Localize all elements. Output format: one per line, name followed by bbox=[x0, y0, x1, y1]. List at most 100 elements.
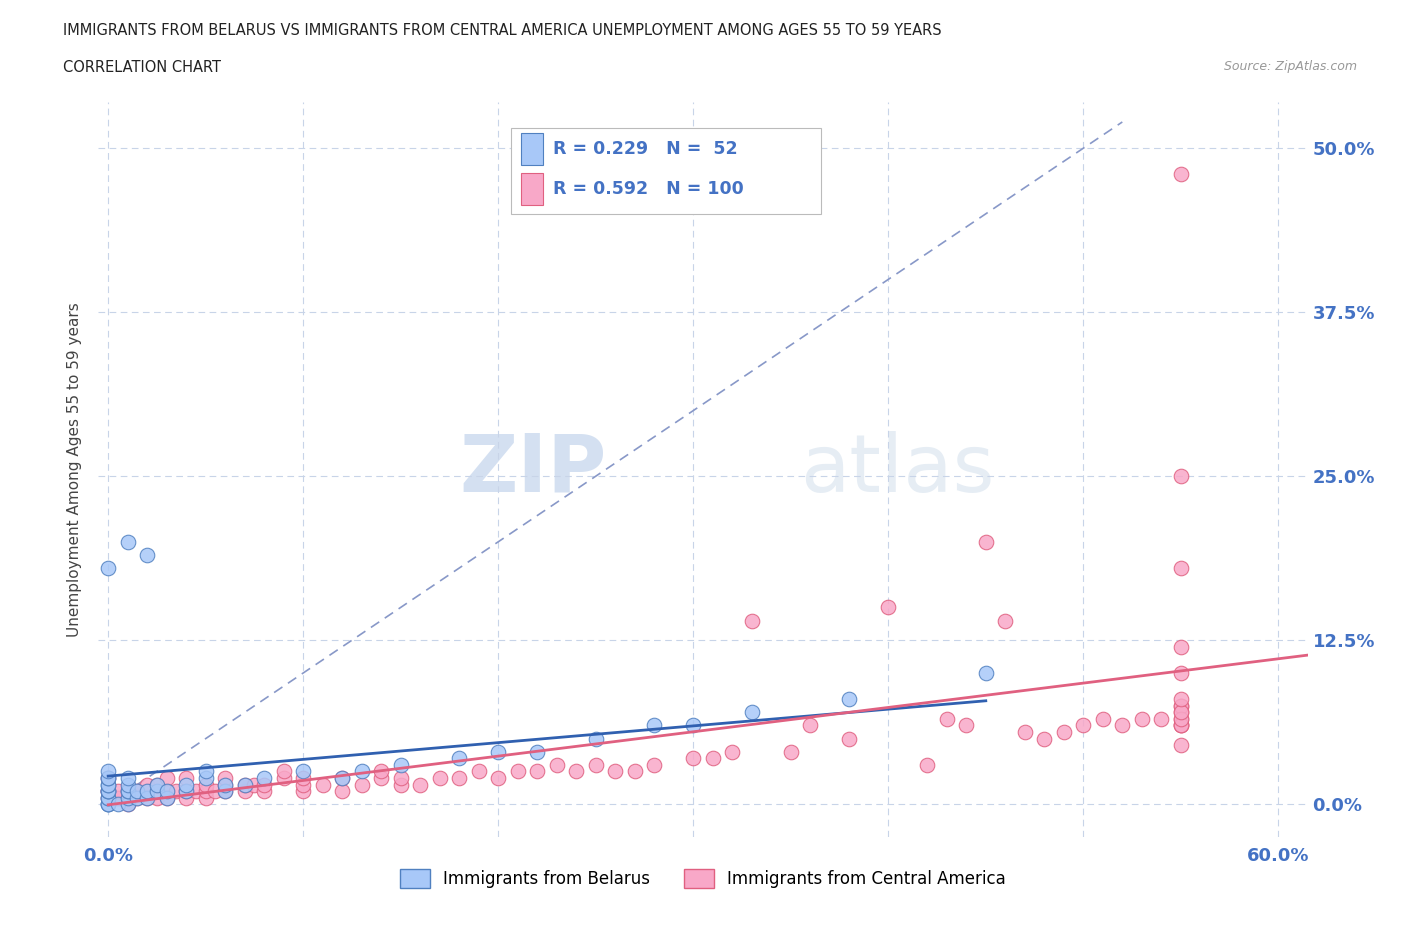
Point bbox=[156, 784, 179, 799]
Point bbox=[1170, 718, 1192, 733]
Point bbox=[127, 790, 149, 805]
Point bbox=[97, 764, 120, 778]
Point bbox=[117, 777, 139, 792]
Point bbox=[117, 790, 139, 805]
Point bbox=[546, 757, 568, 772]
Point bbox=[799, 718, 821, 733]
Point bbox=[1111, 718, 1133, 733]
Point bbox=[136, 548, 159, 563]
Point bbox=[136, 777, 159, 792]
Point bbox=[292, 764, 315, 778]
Point bbox=[156, 771, 179, 786]
Point bbox=[838, 692, 860, 707]
Point bbox=[389, 757, 412, 772]
Point bbox=[312, 777, 335, 792]
Text: R = 0.592   N = 100: R = 0.592 N = 100 bbox=[553, 179, 744, 197]
Point bbox=[779, 744, 801, 759]
Point bbox=[1170, 718, 1192, 733]
Point bbox=[330, 771, 353, 786]
Point bbox=[605, 764, 627, 778]
Point bbox=[184, 784, 207, 799]
Point bbox=[243, 777, 266, 792]
Y-axis label: Unemployment Among Ages 55 to 59 years: Unemployment Among Ages 55 to 59 years bbox=[67, 302, 83, 637]
Point bbox=[292, 771, 315, 786]
Point bbox=[292, 777, 315, 792]
Point bbox=[1014, 724, 1036, 739]
Point bbox=[165, 784, 187, 799]
Point bbox=[1170, 711, 1192, 726]
Point bbox=[97, 784, 120, 799]
Point bbox=[370, 771, 392, 786]
Point bbox=[127, 790, 149, 805]
Point bbox=[974, 666, 997, 681]
Point bbox=[1170, 639, 1192, 654]
Point bbox=[1071, 718, 1094, 733]
Point bbox=[146, 777, 169, 792]
Point bbox=[330, 771, 353, 786]
Point bbox=[194, 790, 217, 805]
Point bbox=[449, 751, 471, 765]
Point bbox=[721, 744, 744, 759]
Point bbox=[97, 777, 120, 792]
Point bbox=[97, 771, 120, 786]
Point bbox=[273, 764, 295, 778]
Point bbox=[565, 764, 588, 778]
Point bbox=[146, 790, 169, 805]
Point bbox=[127, 784, 149, 799]
Point bbox=[97, 784, 120, 799]
Point bbox=[682, 718, 704, 733]
Point bbox=[136, 784, 159, 799]
Point bbox=[174, 771, 197, 786]
Point bbox=[389, 777, 412, 792]
Point bbox=[107, 797, 129, 812]
Point bbox=[117, 797, 139, 812]
Point bbox=[526, 744, 548, 759]
Point bbox=[623, 764, 645, 778]
Point bbox=[1091, 711, 1114, 726]
Point bbox=[1170, 561, 1192, 576]
Point bbox=[994, 613, 1017, 628]
Point bbox=[117, 784, 139, 799]
Point bbox=[117, 797, 139, 812]
Point bbox=[97, 797, 120, 812]
Point bbox=[97, 790, 120, 805]
Legend: Immigrants from Belarus, Immigrants from Central America: Immigrants from Belarus, Immigrants from… bbox=[394, 863, 1012, 895]
Point bbox=[233, 777, 256, 792]
Point bbox=[350, 764, 373, 778]
Point bbox=[877, 600, 900, 615]
Point bbox=[273, 771, 295, 786]
Point bbox=[1170, 705, 1192, 720]
Point bbox=[1053, 724, 1076, 739]
Point bbox=[214, 784, 236, 799]
Point bbox=[194, 771, 217, 786]
Point bbox=[350, 777, 373, 792]
Text: R = 0.229   N =  52: R = 0.229 N = 52 bbox=[553, 140, 737, 158]
Point bbox=[97, 797, 120, 812]
Point bbox=[935, 711, 957, 726]
Point bbox=[526, 764, 548, 778]
Point bbox=[1170, 666, 1192, 681]
Point bbox=[214, 777, 236, 792]
Point bbox=[467, 764, 489, 778]
Point bbox=[194, 764, 217, 778]
Point bbox=[1170, 718, 1192, 733]
Point bbox=[136, 790, 159, 805]
Text: IMMIGRANTS FROM BELARUS VS IMMIGRANTS FROM CENTRAL AMERICA UNEMPLOYMENT AMONG AG: IMMIGRANTS FROM BELARUS VS IMMIGRANTS FR… bbox=[63, 23, 942, 38]
Point bbox=[253, 777, 276, 792]
Point bbox=[292, 784, 315, 799]
Point bbox=[1170, 698, 1192, 713]
Point bbox=[156, 790, 179, 805]
Point bbox=[409, 777, 432, 792]
Point bbox=[194, 777, 217, 792]
Point bbox=[838, 731, 860, 746]
Point bbox=[97, 790, 120, 805]
Point bbox=[117, 784, 139, 799]
Point bbox=[955, 718, 977, 733]
Point bbox=[486, 744, 509, 759]
Point bbox=[174, 784, 197, 799]
Point bbox=[127, 784, 149, 799]
Point bbox=[97, 561, 120, 576]
Point bbox=[253, 771, 276, 786]
Point bbox=[156, 790, 179, 805]
Point bbox=[253, 784, 276, 799]
